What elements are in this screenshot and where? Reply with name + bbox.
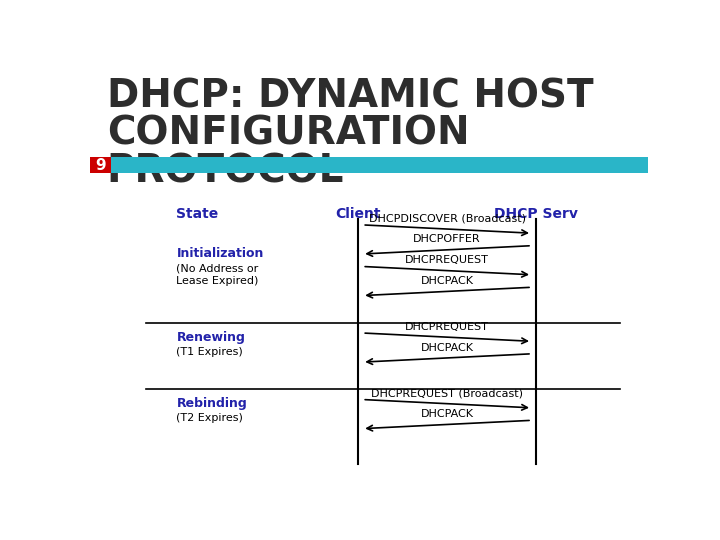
Text: DHCPACK: DHCPACK (420, 409, 474, 419)
Text: Renewing: Renewing (176, 330, 246, 343)
Text: PROTOCOL: PROTOCOL (107, 152, 344, 190)
Text: DHCPREQUEST: DHCPREQUEST (405, 322, 489, 332)
Text: DHCPOFFER: DHCPOFFER (413, 234, 481, 245)
Text: Rebinding: Rebinding (176, 397, 247, 410)
Text: DHCPDISCOVER (Broadcast): DHCPDISCOVER (Broadcast) (369, 214, 526, 224)
Bar (90, 157, 111, 173)
Text: 9: 9 (95, 158, 106, 172)
Text: DHCPREQUEST: DHCPREQUEST (405, 255, 489, 265)
Bar (90, 157, 648, 173)
Text: DHCP Serv: DHCP Serv (495, 207, 578, 221)
Text: DHCPREQUEST (Broadcast): DHCPREQUEST (Broadcast) (371, 388, 523, 399)
Text: DHCP: DYNAMIC HOST: DHCP: DYNAMIC HOST (107, 77, 593, 115)
Text: (No Address or
Lease Expired): (No Address or Lease Expired) (176, 264, 259, 286)
Text: (T1 Expires): (T1 Expires) (176, 347, 243, 357)
Text: (T2 Expires): (T2 Expires) (176, 413, 243, 423)
Text: CONFIGURATION: CONFIGURATION (107, 114, 469, 153)
Text: DHCPACK: DHCPACK (420, 342, 474, 353)
Text: State: State (176, 207, 219, 221)
Text: DHCPACK: DHCPACK (420, 276, 474, 286)
Text: Initialization: Initialization (176, 247, 264, 260)
Text: Client: Client (335, 207, 381, 221)
